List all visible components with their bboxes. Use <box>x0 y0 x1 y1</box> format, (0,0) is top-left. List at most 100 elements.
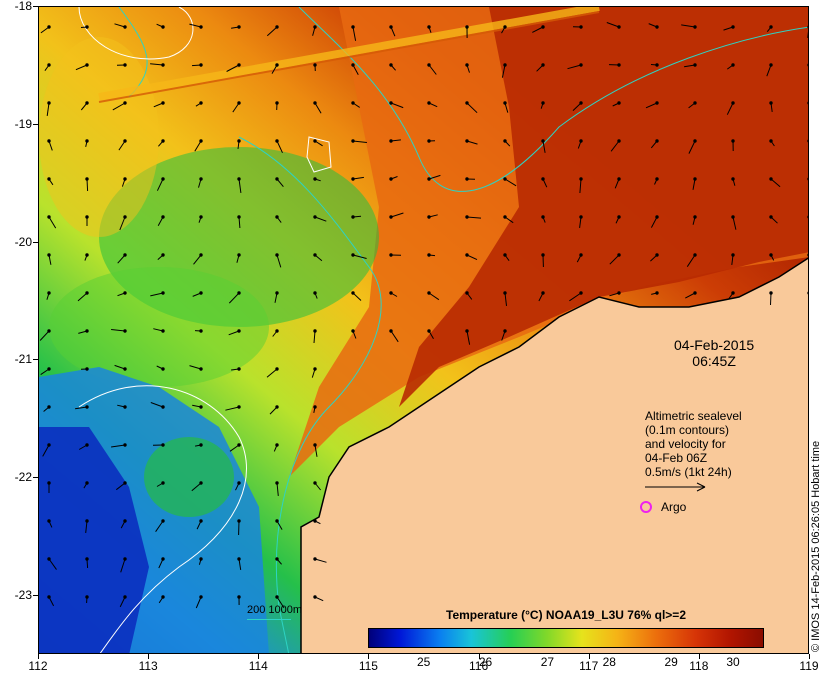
velocity-arrow <box>86 178 89 192</box>
velocity-arrow <box>46 102 50 116</box>
velocity-arrow-origin <box>427 253 431 257</box>
velocity-arrow-origin <box>237 215 241 219</box>
velocity-arrow-origin <box>541 177 545 181</box>
velocity-arrow-origin <box>47 443 51 447</box>
velocity-arrow-origin <box>731 139 735 143</box>
lon-tick-mark <box>478 654 480 659</box>
velocity-arrow-origin <box>807 291 808 295</box>
velocity-arrow <box>352 140 367 143</box>
velocity-arrow <box>117 254 126 264</box>
velocity-arrow <box>155 520 164 532</box>
velocity-arrow-origin <box>199 595 203 599</box>
velocity-arrow-origin <box>313 405 317 409</box>
velocity-arrow-origin <box>541 25 545 29</box>
velocity-arrow-origin <box>199 557 203 561</box>
velocity-arrow-origin <box>579 101 583 105</box>
colorbar-title: Temperature (°C) NOAA19_L3U 76% ql>=2 <box>446 608 686 622</box>
velocity-arrow-origin <box>161 63 165 67</box>
velocity-arrow <box>428 292 440 301</box>
velocity-arrow-origin <box>389 177 393 181</box>
velocity-arrow-origin <box>85 557 89 561</box>
velocity-arrow-origin <box>85 25 89 29</box>
velocity-arrow-origin <box>655 215 659 219</box>
velocity-arrow-origin <box>655 177 659 181</box>
velocity-arrow-origin <box>541 253 545 257</box>
velocity-arrow <box>504 178 517 187</box>
velocity-arrow-origin <box>503 101 507 105</box>
velocity-arrow-origin <box>275 291 279 295</box>
velocity-arrow <box>352 292 362 301</box>
velocity-arrow-origin <box>313 25 317 29</box>
velocity-arrow-origin <box>199 101 203 105</box>
velocity-arrow <box>579 216 582 228</box>
velocity-arrow-origin <box>199 215 203 219</box>
velocity-arrow-origin <box>275 405 279 409</box>
velocity-arrow-origin <box>123 63 127 67</box>
lon-tick-mark <box>588 654 590 659</box>
velocity-arrow <box>48 558 57 570</box>
velocity-arrow-origin <box>807 101 808 105</box>
velocity-arrow-origin <box>47 481 51 485</box>
velocity-arrow-origin <box>617 139 621 143</box>
lat-tick-mark <box>33 6 38 7</box>
velocity-arrow-origin <box>237 291 241 295</box>
velocity-arrow <box>118 140 126 151</box>
velocity-arrow <box>276 482 279 496</box>
velocity-arrow <box>120 558 126 573</box>
velocity-arrow-origin <box>693 101 697 105</box>
velocity-arrow-origin <box>85 481 89 485</box>
velocity-arrow-origin <box>123 443 127 447</box>
velocity-arrow-origin <box>161 215 165 219</box>
sealevel-contour <box>78 385 247 653</box>
velocity-arrow-origin <box>503 291 507 295</box>
velocity-arrow <box>39 330 50 341</box>
velocity-arrow-origin <box>541 139 545 143</box>
land-mass <box>300 257 808 653</box>
velocity-arrow-origin <box>731 291 735 295</box>
velocity-arrow-origin <box>199 63 203 67</box>
velocity-arrow-origin <box>351 215 355 219</box>
velocity-arrow-origin <box>427 139 431 143</box>
colorbar-tick-label: 27 <box>540 655 555 669</box>
velocity-arrow-origin <box>123 595 127 599</box>
velocity-arrow-origin <box>617 177 621 181</box>
velocity-arrow-origin <box>161 595 165 599</box>
velocity-arrow <box>726 102 734 115</box>
velocity-arrow <box>686 254 696 267</box>
velocity-arrow-origin <box>731 63 735 67</box>
velocity-arrow-origin <box>199 519 203 523</box>
velocity-arrow-origin <box>85 177 89 181</box>
velocity-arrow-origin <box>275 557 279 561</box>
velocity-arrow-origin <box>237 367 241 371</box>
velocity-arrow-origin <box>693 291 697 295</box>
velocity-arrow-origin <box>123 215 127 219</box>
velocity-arrow-origin <box>237 405 241 409</box>
velocity-arrow <box>313 330 316 344</box>
velocity-arrow-origin <box>161 139 165 143</box>
velocity-arrow-origin <box>655 253 659 257</box>
velocity-arrow-origin <box>617 253 621 257</box>
velocity-arrow-origin <box>123 519 127 523</box>
velocity-arrow <box>115 482 126 491</box>
velocity-arrow-origin <box>351 253 355 257</box>
velocity-arrow-origin <box>275 177 279 181</box>
velocity-arrow-origin <box>199 177 203 181</box>
velocity-arrow-origin <box>617 63 621 67</box>
velocity-arrow-origin <box>503 63 507 67</box>
velocity-arrow-origin <box>123 101 127 105</box>
velocity-arrow <box>48 216 57 229</box>
velocity-arrow-origin <box>275 215 279 219</box>
velocity-arrow <box>645 102 658 109</box>
velocity-arrow-origin <box>389 291 393 295</box>
velocity-arrow-origin <box>275 329 279 333</box>
argo-legend: Argo <box>640 500 686 514</box>
velocity-arrow-origin <box>579 139 583 143</box>
velocity-arrow <box>766 64 772 77</box>
sst-map[interactable] <box>38 6 809 654</box>
velocity-arrow <box>466 216 482 219</box>
velocity-arrow <box>390 102 404 109</box>
velocity-arrow-origin <box>427 291 431 295</box>
velocity-arrow <box>238 558 242 570</box>
velocity-arrow-origin <box>47 215 51 219</box>
altimetry-line-3: and velocity for <box>645 437 726 451</box>
